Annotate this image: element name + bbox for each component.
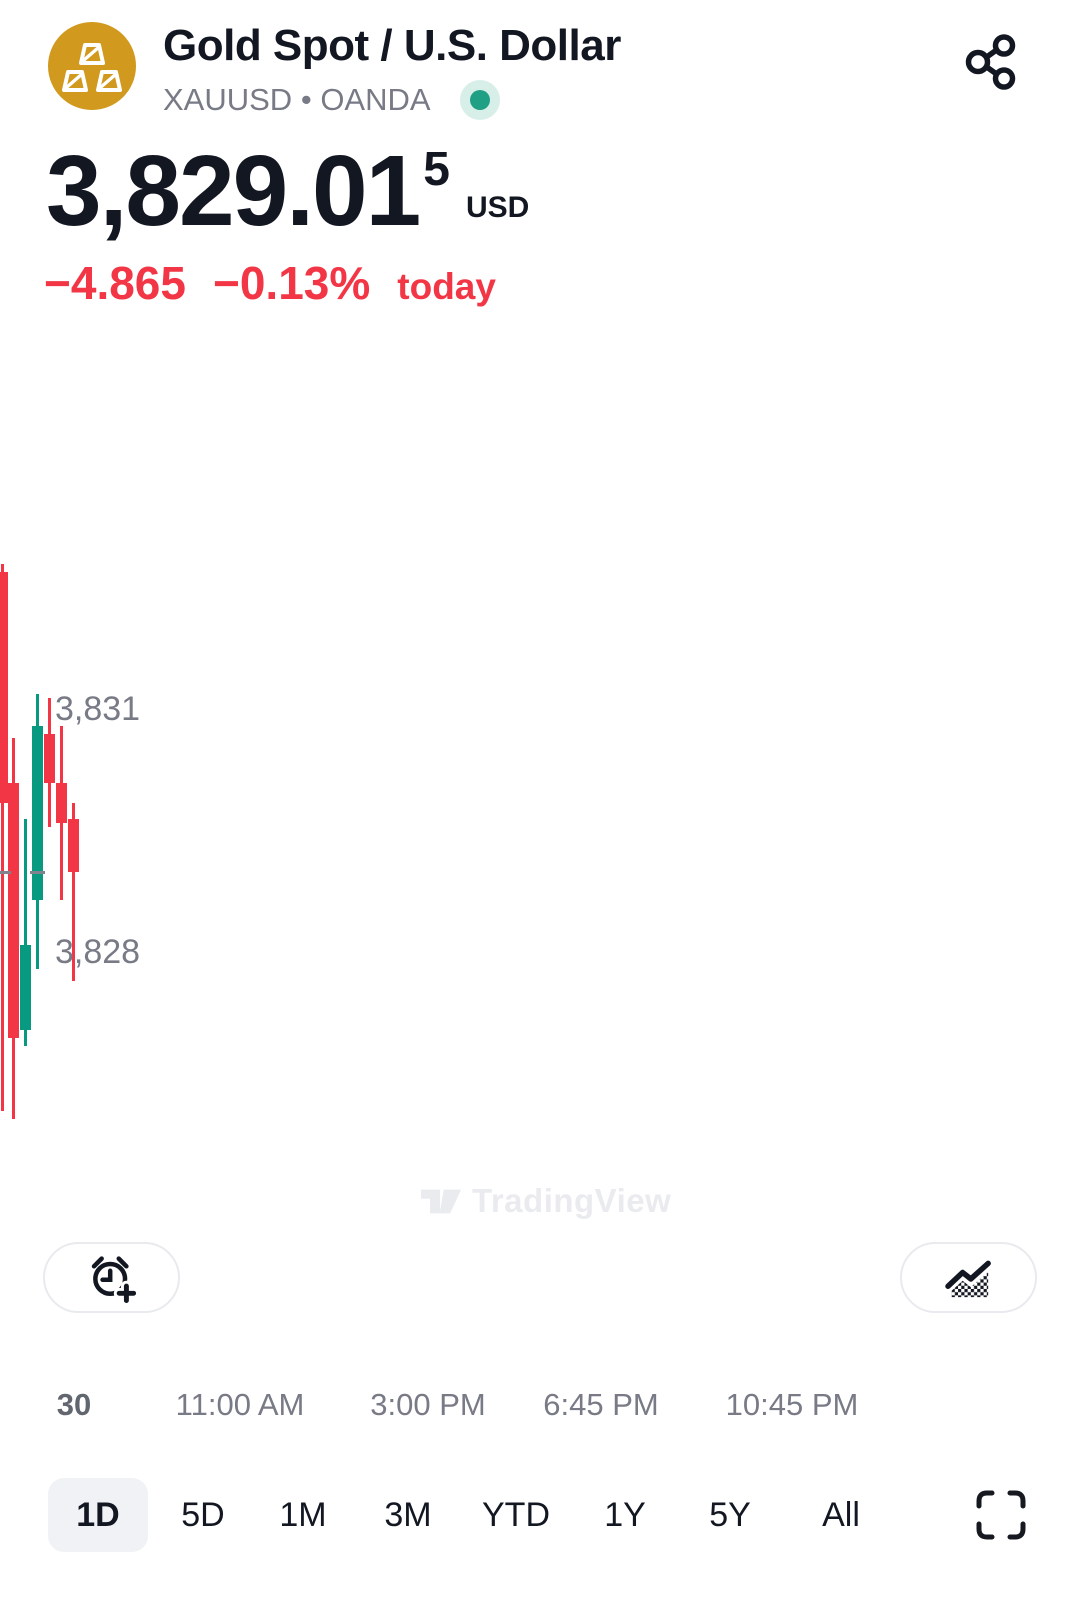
symbol-subtitle: XAUUSD • OANDA [163, 82, 431, 118]
market-open-status-icon [460, 80, 500, 120]
range-tab-ytd[interactable]: YTD [482, 1478, 550, 1552]
share-button[interactable] [957, 30, 1023, 96]
time-axis-label: 6:45 PM [543, 1387, 659, 1422]
candle-body [67, 819, 79, 872]
range-tab-1d[interactable]: 1D [48, 1478, 148, 1552]
quote-currency: USD [465, 191, 530, 224]
fullscreen-button[interactable] [968, 1482, 1034, 1548]
alarm-clock-plus-icon [91, 1255, 139, 1305]
candle-wick [24, 819, 28, 1047]
fullscreen-icon [976, 1490, 1026, 1540]
current-price-line [30, 870, 45, 874]
time-axis-label: 3:00 PM [370, 1387, 486, 1422]
price-change-absolute: −4.865 [44, 257, 186, 309]
candle-body [32, 726, 44, 901]
price-change-percent: −0.13% [212, 257, 371, 309]
time-axis: 30 11:00 AM 3:00 PM 6:45 PM 10:45 PM [0, 1387, 1080, 1423]
share-icon [965, 33, 1016, 90]
range-tab-1m[interactable]: 1M [279, 1478, 326, 1552]
candle-body [55, 782, 67, 824]
add-alert-button[interactable] [43, 1242, 180, 1313]
symbol-exchange: OANDA [320, 82, 431, 117]
time-axis-label: 10:45 PM [725, 1387, 859, 1422]
candlestick-chart[interactable]: 3,831 3,828 [0, 555, 280, 1135]
range-tab-5y[interactable]: 5Y [709, 1478, 751, 1552]
current-price-line [0, 870, 11, 874]
candle-wick [0, 564, 4, 1111]
area-chart-style-icon [944, 1260, 991, 1297]
price-axis-label: 3,831 [55, 690, 141, 728]
range-tab-3m[interactable]: 3M [384, 1478, 431, 1552]
date-range-tabs: 1D 5D 1M 3M YTD 1Y 5Y All [0, 1478, 1080, 1552]
time-axis-label: 11:00 AM [175, 1387, 305, 1422]
tradingview-logo-icon [420, 1189, 462, 1213]
candle-body [20, 944, 32, 1030]
candle-body [0, 572, 8, 804]
symbol-ticker: XAUUSD [163, 82, 293, 117]
quote-price-row: 3,829.01 5 USD [46, 135, 530, 247]
price-change-row: −4.865 −0.13% today [44, 256, 496, 310]
last-price: 3,829.01 [46, 135, 421, 247]
range-tab-1y[interactable]: 1Y [604, 1478, 646, 1552]
candle-body [43, 734, 55, 783]
range-tab-5d[interactable]: 5D [181, 1478, 224, 1552]
symbol-title: Gold Spot / U.S. Dollar [163, 21, 621, 70]
tradingview-watermark: TradingView [420, 1182, 671, 1220]
subtitle-separator: • [300, 82, 312, 117]
range-tab-all[interactable]: All [822, 1478, 860, 1552]
price-axis-label: 3,828 [55, 933, 141, 971]
last-price-superscript: 5 [423, 143, 450, 196]
candle-wick [71, 803, 75, 982]
price-change-period: today [397, 266, 496, 307]
time-axis-label: 30 [56, 1387, 92, 1422]
gold-bars-logo-icon [47, 21, 137, 111]
chart-style-button[interactable] [900, 1242, 1037, 1313]
candle-body [8, 782, 20, 1039]
watermark-text: TradingView [472, 1182, 672, 1219]
